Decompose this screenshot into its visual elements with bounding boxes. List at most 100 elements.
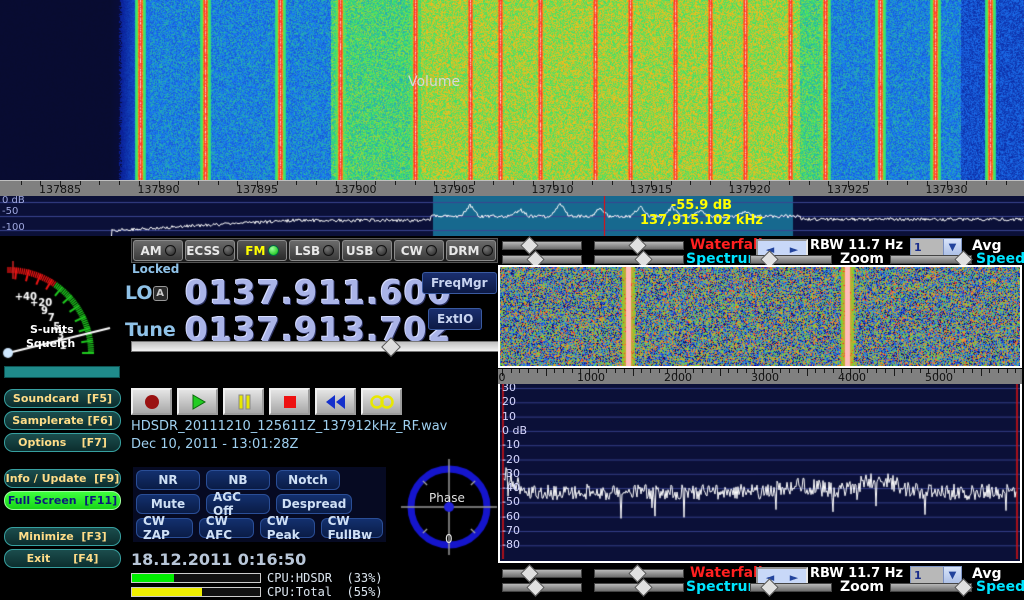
chevron-down-icon[interactable]: ▼ <box>943 239 961 257</box>
rf-waterfall-display[interactable] <box>0 0 1024 180</box>
sidebar-button-info[interactable]: Info / Update [F9] <box>4 469 121 488</box>
mode-button-label: DRM <box>448 243 480 258</box>
rf-scale-label: 137890 <box>137 183 180 196</box>
af-scale-tick <box>945 369 947 373</box>
average-select[interactable]: 1 ▼ <box>910 238 962 258</box>
lo-frequency-row[interactable]: LO A 0137.911.600 <box>125 273 505 312</box>
zoom-label: Zoom <box>840 251 884 267</box>
sidebar-button-samplerate[interactable]: Samplerate [F6] <box>4 411 121 430</box>
waterfall-contrast-slider[interactable] <box>502 236 582 255</box>
mode-button-drm[interactable]: DRM <box>445 240 496 261</box>
mode-button-lsb[interactable]: LSB <box>289 240 340 261</box>
rf-scale-tick <box>237 181 239 185</box>
pause-icon <box>238 394 250 409</box>
mode-button-fm[interactable]: FM <box>237 240 288 261</box>
rf-spectrum-display[interactable]: 0 dB -50 -100 <box>0 196 1024 236</box>
sidebar-button-exit[interactable]: Exit [F4] <box>4 549 121 568</box>
mode-button-usb[interactable]: USB <box>341 240 392 261</box>
rf-waterfall-canvas <box>0 0 1024 180</box>
af-scale-tick <box>649 369 651 373</box>
chevron-right-icon[interactable]: ► <box>789 243 799 256</box>
sidebar-button-minimize[interactable]: Minimize [F3] <box>4 527 121 546</box>
average-value: 1 <box>914 241 922 254</box>
dsp-button-notch[interactable]: Notch <box>276 470 340 490</box>
chevron-left-icon[interactable]: ◄ <box>765 571 775 584</box>
record-button[interactable] <box>131 388 172 415</box>
waterfall-contrast-slider[interactable] <box>502 564 582 583</box>
mode-button-ecss[interactable]: ECSS <box>185 240 236 261</box>
rf-scale-tick <box>985 181 987 185</box>
extio-button[interactable]: ExtIO <box>428 308 483 330</box>
af-scale-tick <box>623 369 625 373</box>
recording-file-name: HDSDR_20111210_125611Z_137912kHz_RF.wav <box>131 419 448 434</box>
chevron-left-icon[interactable]: ◄ <box>765 243 775 256</box>
spectrum-contrast-slider[interactable] <box>502 250 582 269</box>
spectrum-brightness-slider[interactable] <box>594 578 684 597</box>
volume-slider-thumb[interactable] <box>381 337 401 357</box>
rf-spectrum-ylabel-100: -100 <box>2 222 25 233</box>
rf-marker-readout: -55.9 dB 137,915.102 kHz <box>640 198 763 228</box>
freq-manager-button[interactable]: FreqMgr <box>422 272 497 294</box>
spectrum-brightness-slider[interactable] <box>594 250 684 269</box>
mode-led-icon <box>164 245 176 256</box>
stop-button[interactable] <box>269 388 310 415</box>
af-spectrum-display[interactable]: 30 20 10 0 dB -10 -20 -30 -40 -50 -60 -70 -80 <box>498 384 1022 563</box>
sidebar-button-soundcard[interactable]: Soundcard [F5] <box>4 389 121 408</box>
loop-button[interactable] <box>361 388 402 415</box>
avg-label: Avg <box>972 566 1002 582</box>
lo-frequency-value[interactable]: 0137.911.600 <box>185 273 452 312</box>
rf-scale-label: 137895 <box>236 183 278 196</box>
zoom-slider[interactable] <box>750 250 832 269</box>
speed-slider[interactable] <box>890 578 973 597</box>
dsp-button-agc-off[interactable]: AGC Off <box>206 490 270 518</box>
mode-button-cw[interactable]: CW <box>393 240 444 261</box>
dsp-button-nr[interactable]: NR <box>136 470 200 490</box>
mode-selector-bar: AM ECSS FM LSB USB CW DRM <box>131 238 498 263</box>
spectrum-contrast-slider[interactable] <box>502 578 582 597</box>
play-button[interactable] <box>177 388 218 415</box>
af-waterfall-display[interactable] <box>498 265 1022 368</box>
squelch-slider[interactable] <box>4 366 120 378</box>
volume-label: Volume <box>408 74 461 90</box>
dsp-button-nb[interactable]: NB <box>206 470 270 490</box>
waterfall-brightness-slider[interactable] <box>594 236 684 255</box>
phase-scope[interactable]: Phase 0 <box>400 458 498 558</box>
dsp-button-despread[interactable]: Despread <box>276 494 352 514</box>
lo-label: LO A <box>125 282 185 304</box>
spectrum-label: Spectrum <box>686 579 763 595</box>
phase-title: Phase <box>429 491 465 505</box>
lo-antenna-badge[interactable]: A <box>152 285 168 301</box>
waterfall-brightness-slider[interactable] <box>594 564 684 583</box>
af-scale-label: 2000 <box>664 371 692 384</box>
mode-led-icon <box>323 245 335 256</box>
af-frequency-scale[interactable]: 0 1000 2000 3000 4000 5000 <box>498 369 1022 384</box>
rewind-button[interactable] <box>315 388 356 415</box>
pause-button[interactable] <box>223 388 264 415</box>
speed-slider[interactable] <box>890 250 973 269</box>
af-scale-tick <box>632 369 634 376</box>
rf-scale-tick <box>690 181 692 185</box>
mode-button-am[interactable]: AM <box>133 240 184 261</box>
dsp-button-cw-afc[interactable]: CW AFC <box>198 514 254 542</box>
spectrum-label: Spectrum <box>686 251 763 267</box>
sidebar-button-full[interactable]: Full Screen [F11] <box>4 491 121 510</box>
af-scale-label: 1000 <box>577 371 605 384</box>
dsp-button-cw-peak[interactable]: CW Peak <box>259 514 315 542</box>
cpu-hdsdr-row: CPU:HDSDR (33%) <box>131 571 383 585</box>
af-scale-tick <box>510 369 512 373</box>
volume-slider[interactable] <box>131 337 523 357</box>
dsp-button-mute[interactable]: Mute <box>136 494 200 514</box>
record-icon <box>144 394 159 409</box>
rf-frequency-scale[interactable]: 137885 137890 137895 137900 137905 137910 1379… <box>0 180 1024 196</box>
zoom-slider[interactable] <box>750 578 832 597</box>
dsp-button-cw-fullbw[interactable]: CW FullBw <box>320 514 383 542</box>
rf-scale-tick <box>60 181 61 187</box>
rf-scale-label: 137885 <box>39 183 81 196</box>
rf-scale-label: 137910 <box>531 183 574 196</box>
af-spectrum-ylabel: -20 <box>502 452 520 466</box>
chevron-down-icon[interactable]: ▼ <box>943 567 961 585</box>
chevron-right-icon[interactable]: ► <box>789 571 799 584</box>
dsp-button-cw-zap[interactable]: CW ZAP <box>136 514 193 542</box>
mode-button-label: ECSS <box>186 243 221 258</box>
sidebar-button-options[interactable]: Options [F7] <box>4 433 121 452</box>
